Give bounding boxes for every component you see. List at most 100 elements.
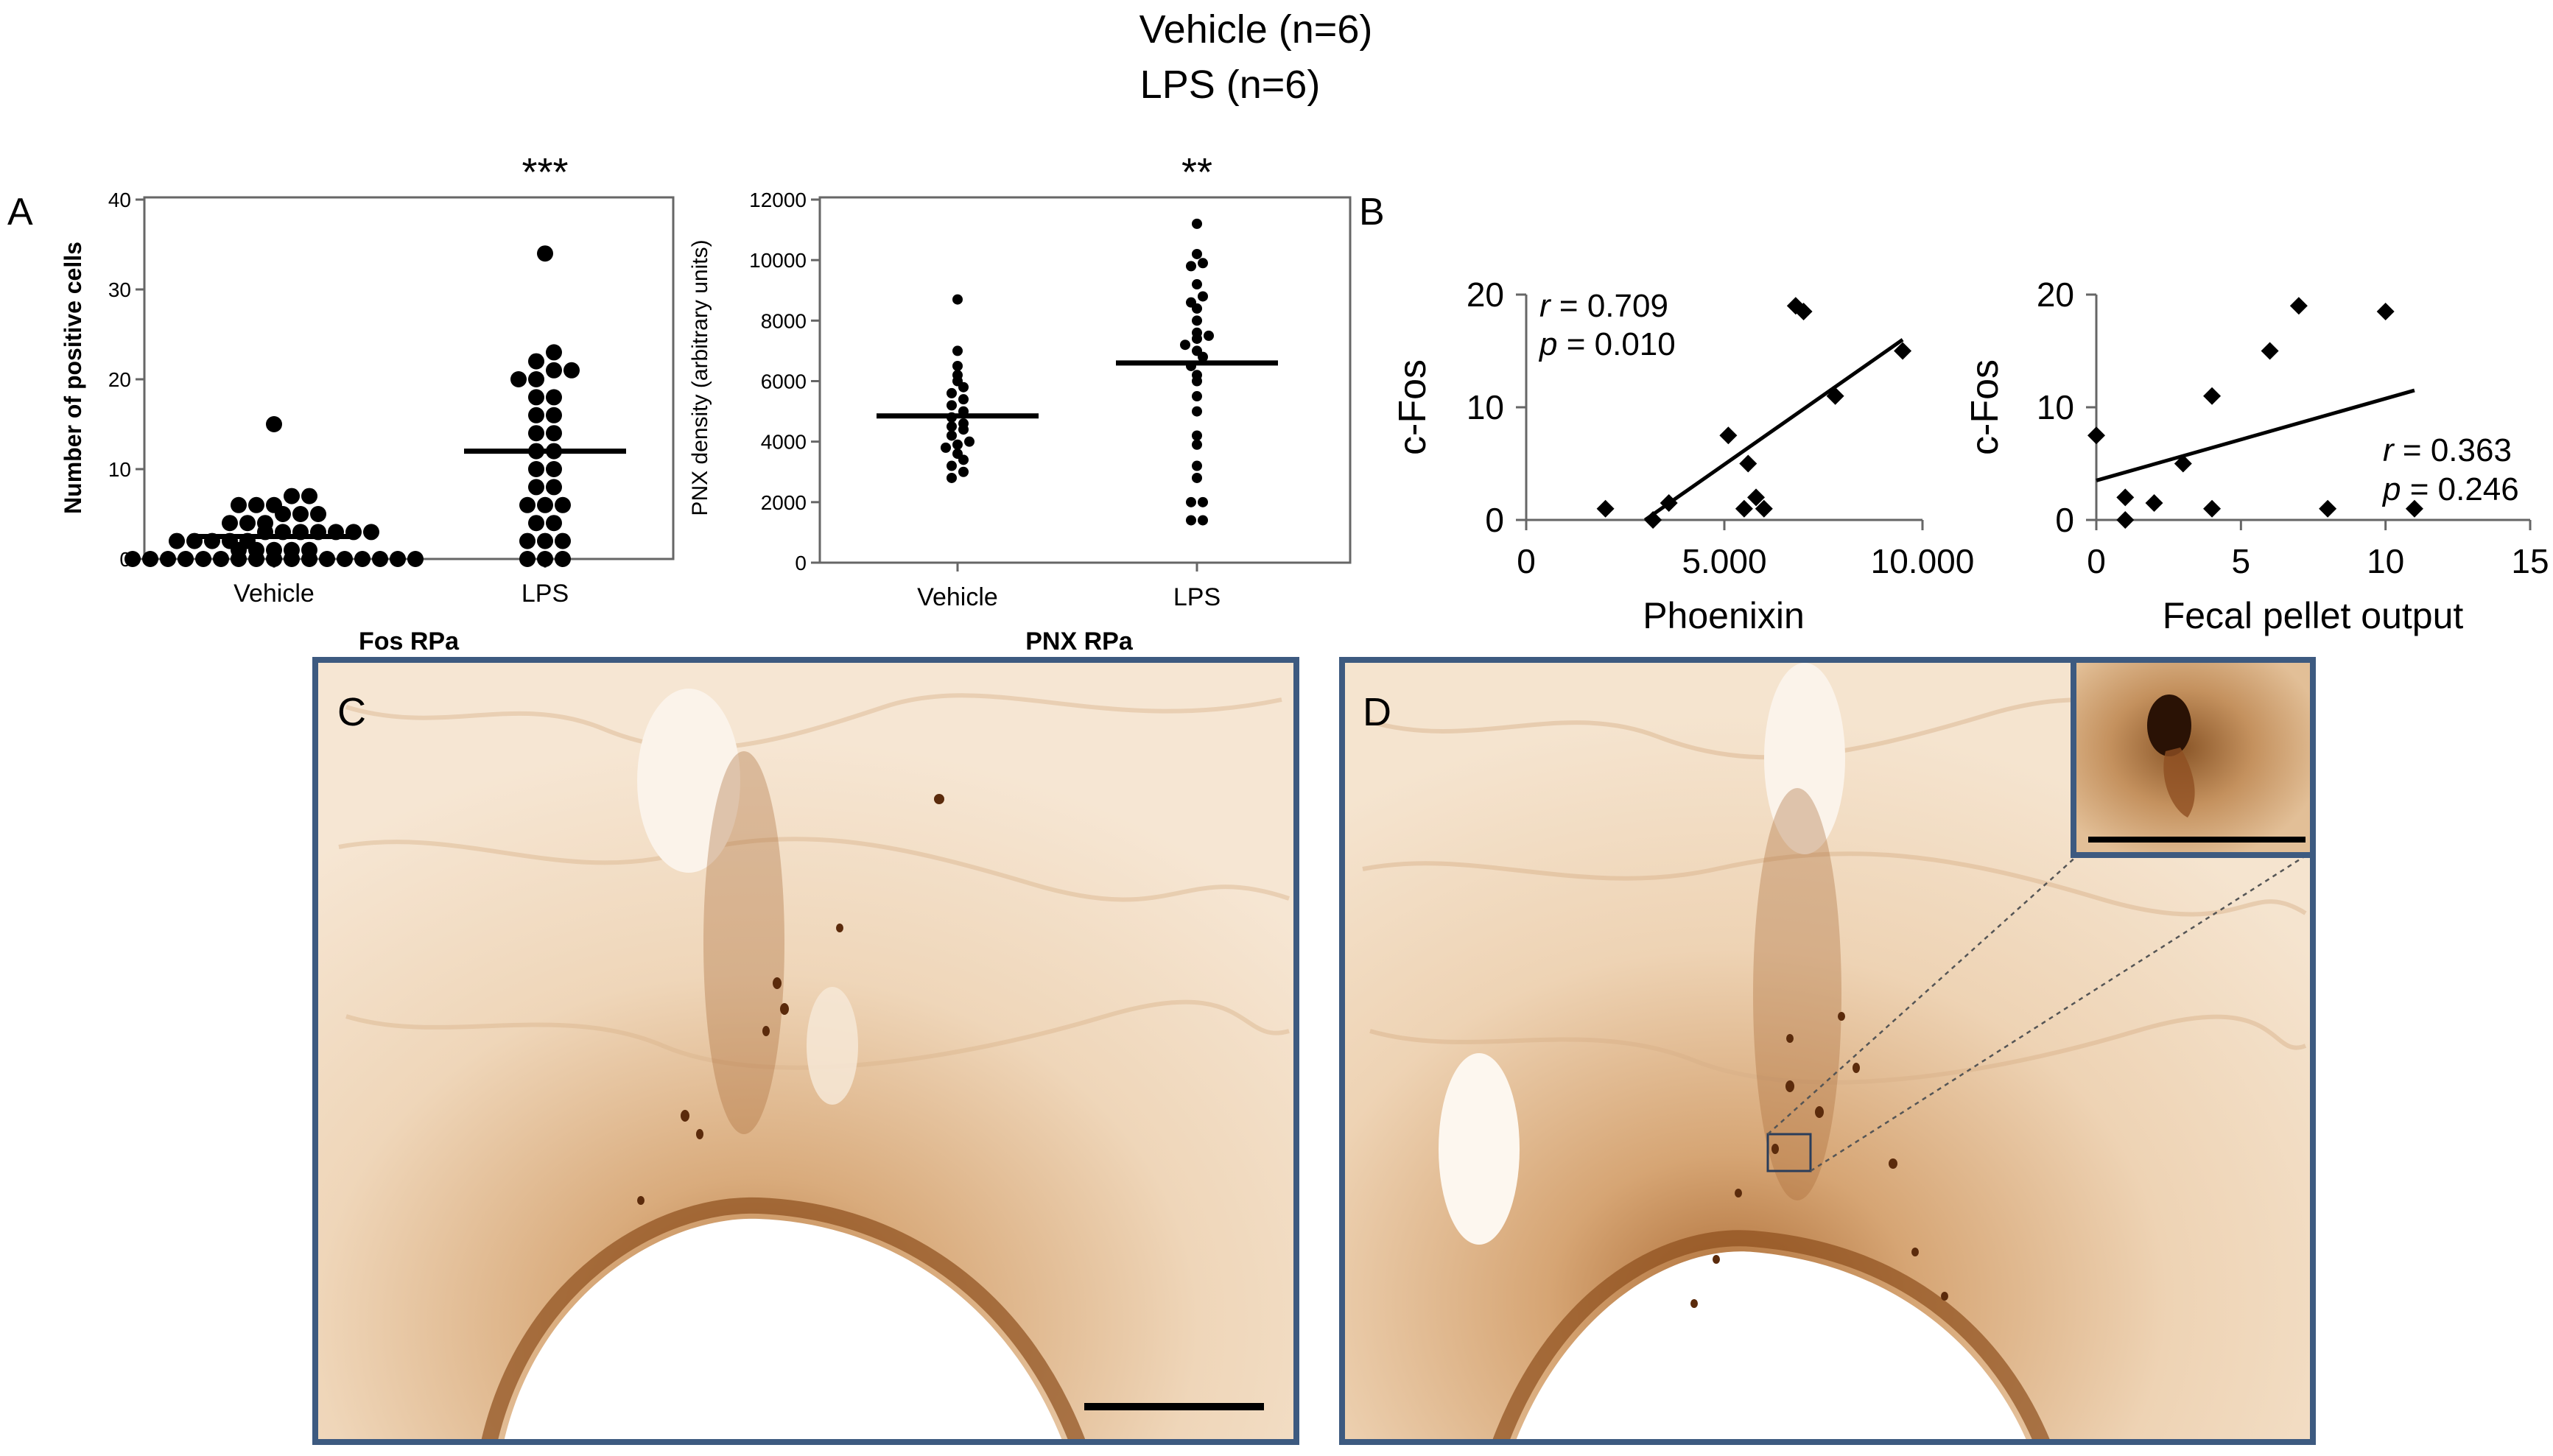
x-tick-label: 0: [2087, 542, 2106, 580]
data-point-lps: [563, 362, 580, 379]
data-point-vehicle: [337, 551, 353, 567]
data-point-lps: [1186, 261, 1196, 272]
data-point: [2405, 499, 2423, 518]
data-point-lps: [555, 532, 571, 549]
midline-vessel: [637, 689, 740, 873]
data-point-vehicle: [947, 472, 957, 483]
data-point: [1755, 499, 1773, 518]
inset-cell-nucleus: [2147, 694, 2191, 756]
data-point-vehicle: [142, 551, 158, 567]
lateral-vessel: [1439, 1053, 1520, 1245]
pnx-plot-frame: [818, 196, 1352, 564]
pnx-significance: **: [1181, 150, 1212, 194]
data-point: [2203, 387, 2222, 405]
data-point-vehicle: [958, 454, 969, 465]
pnx-y-axis-label: PNX density (arbitrary units): [688, 239, 712, 516]
data-point-lps: [1192, 439, 1202, 450]
data-point-lps: [1198, 258, 1208, 269]
data-point-vehicle: [169, 532, 185, 549]
data-point-vehicle: [958, 466, 969, 477]
data-point-lps: [1192, 430, 1202, 441]
y-tick-label: 40: [108, 189, 131, 211]
data-point-vehicle: [301, 551, 317, 567]
r-value: 0.709: [1587, 288, 1668, 324]
data-point: [2376, 302, 2395, 320]
ventral-surface: [504, 1218, 1063, 1442]
data-point-lps: [528, 461, 544, 477]
data-point-vehicle: [284, 488, 300, 504]
data-point-lps: [546, 425, 562, 442]
x-tick-label: 5.000: [1682, 542, 1766, 580]
y-tick-label: 10000: [749, 249, 807, 272]
data-point-lps: [1204, 330, 1214, 341]
data-point: [1735, 499, 1753, 518]
data-point-vehicle: [372, 551, 388, 567]
data-point-vehicle: [310, 506, 326, 522]
y-tick-label: 10: [108, 458, 131, 481]
data-point-lps: [528, 515, 544, 532]
r-value: 0.363: [2431, 432, 2512, 468]
data-point-lps: [528, 479, 544, 496]
data-point-lps: [528, 407, 544, 423]
fos-rpa-chart: *** Number of positive cells Fos RPa 010…: [60, 150, 675, 655]
y-tick-label: 20: [2037, 275, 2074, 314]
data-point-vehicle: [231, 551, 247, 567]
y-tick-label: 2000: [761, 491, 807, 514]
cfos-phoenixin-r-stat: r = 0.709: [1539, 288, 1668, 324]
panel-letter-c: C: [337, 690, 366, 734]
panel-letter-d: D: [1363, 690, 1391, 734]
data-point-lps: [555, 496, 571, 513]
midline-vessel: [1764, 663, 1845, 854]
data-point-vehicle: [363, 524, 379, 541]
y-tick-label: 20: [108, 368, 131, 391]
data-point-vehicle: [275, 506, 291, 522]
x-tick-label: LPS: [1173, 583, 1221, 611]
data-point: [1894, 342, 1912, 360]
data-point-lps: [537, 551, 553, 567]
data-point: [1660, 494, 1678, 513]
data-point-lps: [1198, 515, 1208, 526]
data-point-lps: [1192, 391, 1202, 402]
data-point-vehicle: [952, 439, 963, 450]
pnx-rpa-chart: ** PNX density (arbitrary units) PNX RPa…: [688, 150, 1352, 655]
data-point-lps: [546, 461, 562, 477]
cfos-phoenixin-y-label: c-Fos: [1391, 359, 1434, 455]
data-point-vehicle: [319, 551, 335, 567]
midline-raphe: [703, 751, 784, 1134]
data-point-vehicle: [124, 551, 141, 567]
data-point-lps: [546, 407, 562, 423]
data-point-vehicle: [958, 424, 969, 435]
inset-cell-process: [2163, 748, 2195, 817]
data-point-vehicle: [354, 551, 371, 567]
data-point-vehicle: [248, 551, 264, 567]
y-tick-label: 20: [1467, 275, 1504, 314]
data-point-lps: [528, 371, 544, 387]
data-point-vehicle: [222, 515, 238, 532]
ventral-surface: [1515, 1251, 2028, 1442]
y-tick-label: 12000: [749, 189, 807, 211]
cfos-fecal-r-stat: r = 0.363: [2383, 432, 2512, 468]
data-point-lps: [1186, 515, 1196, 526]
data-point: [1644, 511, 1662, 529]
data-point-vehicle: [284, 551, 300, 567]
data-point-vehicle: [213, 551, 229, 567]
data-point-vehicle: [266, 416, 282, 432]
x-tick-label: Vehicle: [233, 580, 315, 608]
data-point-lps: [1186, 496, 1196, 507]
data-point-lps: [1192, 460, 1202, 471]
magnified-inset: [2071, 657, 2316, 858]
data-point-lps: [519, 551, 535, 567]
y-tick-label: 0: [795, 552, 807, 574]
data-point-lps: [1198, 351, 1208, 362]
inset-background: [2073, 660, 2313, 855]
data-point-vehicle: [958, 394, 969, 405]
p-value: 0.010: [1595, 326, 1676, 362]
cfos-fecal-chart: c-Fos Fecal pellet output r = 0.363 p = …: [1964, 275, 2549, 636]
cfos-phoenixin-chart: c-Fos Phoenixin r = 0.709 p = 0.010 0 10 2…: [1391, 275, 1974, 636]
data-point-vehicle: [952, 360, 963, 371]
midline-raphe: [1753, 788, 1841, 1200]
y-tick-label: 8000: [761, 309, 807, 332]
data-point-lps: [1192, 406, 1202, 417]
y-tick-label: 30: [108, 278, 131, 301]
